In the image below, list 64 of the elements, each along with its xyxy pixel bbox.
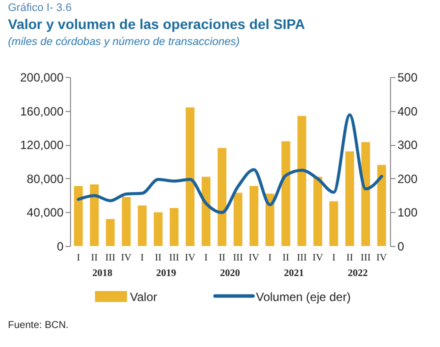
x-tick-label: III bbox=[232, 252, 243, 264]
bar bbox=[361, 142, 370, 246]
x-tick-label: III bbox=[169, 252, 180, 264]
x-tick-label: III bbox=[296, 252, 307, 264]
bar bbox=[122, 196, 131, 246]
chart-title: Valor y volumen de las operaciones del SIPA bbox=[8, 16, 305, 32]
y-tick-label: 160,000 bbox=[20, 104, 64, 118]
line-series bbox=[76, 113, 384, 214]
y-tick-label: 120,000 bbox=[20, 138, 64, 152]
text: 2022 bbox=[348, 268, 368, 279]
x-tick-label: IV bbox=[312, 252, 324, 264]
bar bbox=[234, 192, 242, 246]
text: 2019 bbox=[156, 268, 176, 279]
bar bbox=[170, 208, 179, 246]
bar bbox=[377, 164, 386, 246]
y2-tick-label: 300 bbox=[398, 138, 418, 152]
bar bbox=[154, 212, 163, 246]
x-tick-label: I bbox=[76, 252, 80, 264]
bar bbox=[106, 218, 115, 246]
bar bbox=[345, 151, 354, 246]
y2-tick-label: 500 bbox=[398, 70, 418, 84]
y2-tick-label: 100 bbox=[398, 206, 418, 220]
bar bbox=[281, 141, 290, 246]
chart-subtitle: (miles de córdobas y número de transacciones) bbox=[8, 36, 240, 48]
legend-label: Valor bbox=[130, 290, 158, 304]
y2-tick-label: 0 bbox=[398, 240, 404, 254]
bar bbox=[297, 116, 306, 246]
x-tick-label: I bbox=[268, 252, 272, 264]
bar bbox=[218, 148, 226, 246]
x-tick-label: IV bbox=[248, 252, 260, 264]
x-tick-label: II bbox=[346, 252, 354, 264]
x-tick-label: I bbox=[332, 252, 336, 264]
x-tick-label: III bbox=[360, 252, 371, 264]
x-tick-label: I bbox=[204, 252, 208, 264]
bar bbox=[138, 205, 147, 246]
x-tick-label: IV bbox=[120, 252, 132, 264]
x-tick-label: II bbox=[282, 252, 290, 264]
x-tick-label: II bbox=[154, 252, 162, 264]
text: 2018 bbox=[92, 268, 112, 279]
text: 2020 bbox=[220, 268, 240, 279]
text: Gráfico I- 3.6 bbox=[8, 2, 72, 14]
x-tick-label: II bbox=[91, 252, 98, 264]
y-tick-label: 80,000 bbox=[26, 172, 64, 186]
y2-tick-label: 400 bbox=[398, 104, 418, 118]
source-note: Fuente: BCN. bbox=[8, 320, 69, 331]
bar bbox=[186, 107, 194, 246]
bar bbox=[202, 176, 210, 246]
bar bbox=[329, 201, 338, 246]
x-tick-label: IV bbox=[184, 252, 196, 264]
bar bbox=[90, 184, 99, 246]
text: 2021 bbox=[284, 268, 304, 279]
bar bbox=[313, 176, 322, 246]
legend-label: Volumen (eje der) bbox=[256, 290, 351, 304]
y2-tick-label: 200 bbox=[398, 172, 418, 186]
bar bbox=[250, 186, 258, 246]
x-tick-label: I bbox=[140, 252, 144, 264]
x-tick-label: II bbox=[218, 252, 226, 264]
bar bbox=[74, 186, 83, 246]
x-tick-label: III bbox=[105, 252, 116, 264]
y-tick-label: 40,000 bbox=[26, 206, 64, 220]
bar bbox=[266, 194, 274, 246]
x-tick-label: IV bbox=[376, 252, 388, 264]
y-tick-label: 200,000 bbox=[20, 70, 64, 84]
y-tick-label: 0 bbox=[56, 240, 64, 254]
